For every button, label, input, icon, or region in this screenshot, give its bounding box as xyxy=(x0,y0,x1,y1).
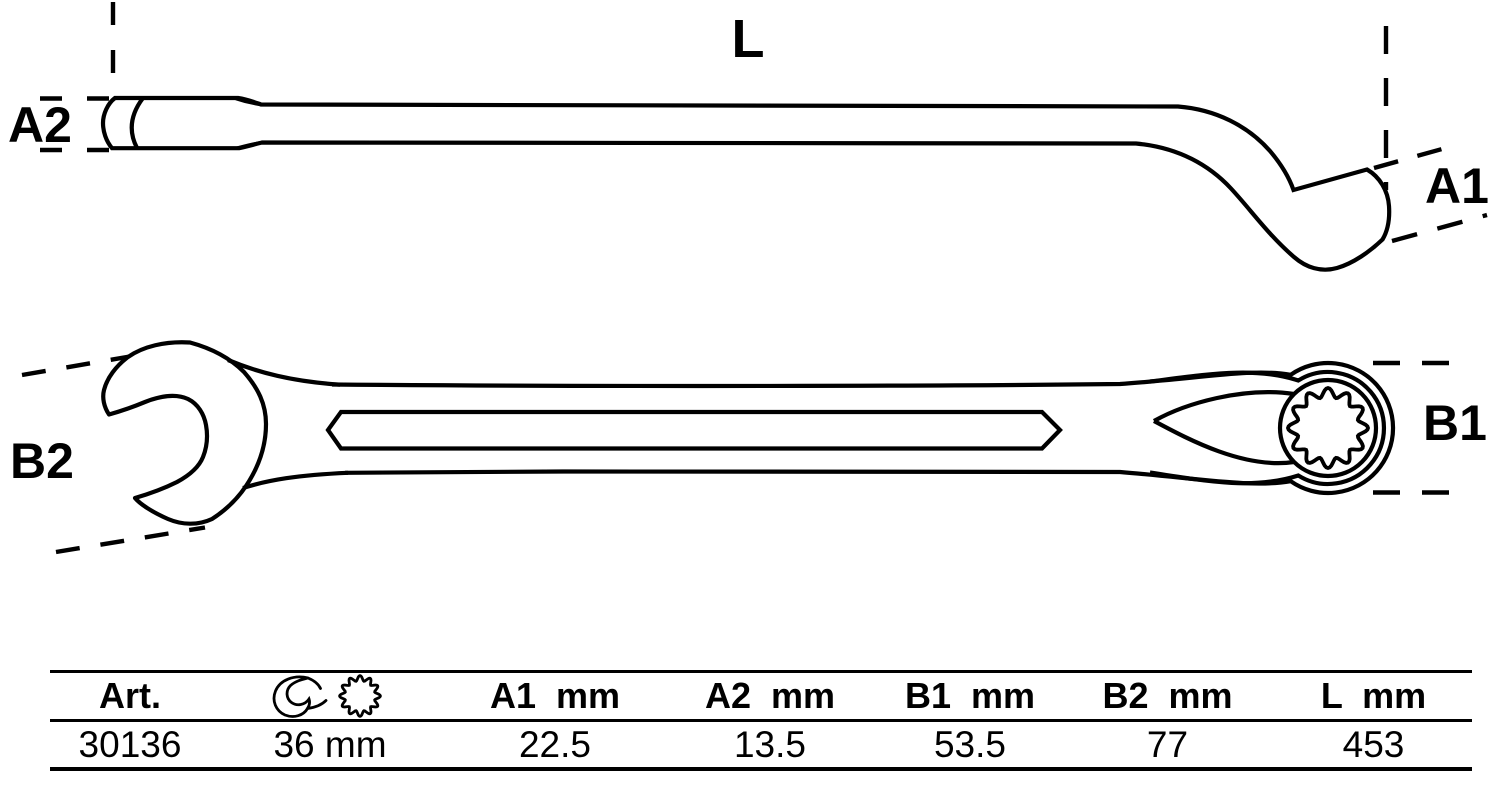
label-a1: A1 xyxy=(1425,158,1489,214)
header-b1: B1 mm xyxy=(904,675,1036,716)
spec-table-data-row: 30136 36 mm 22.5 13.5 53.5 77 453 xyxy=(50,722,1472,767)
wrench-spec-sheet: { "diagram": { "labels": { "length": "L"… xyxy=(8,2,1489,771)
header-l: L mm xyxy=(1320,675,1427,716)
value-b1: 53.5 xyxy=(933,724,1006,765)
plan-handle-slot xyxy=(325,409,1063,451)
header-a2: A2 mm xyxy=(704,675,836,716)
side-view-jaw-lip-top xyxy=(235,96,262,107)
value-art: 30136 xyxy=(78,724,182,765)
value-a1: 22.5 xyxy=(518,724,591,765)
dimension-labels: L A2 A1 B2 B1 xyxy=(8,9,1489,489)
a1-dim-line-bottom xyxy=(1391,212,1488,244)
value-b2: 77 xyxy=(1146,724,1189,765)
plan-ring-second-wrap xyxy=(1149,369,1386,487)
header-a1: A1 mm xyxy=(489,675,621,716)
open-end-wrench-icon xyxy=(272,674,382,718)
spec-table: Art. A1 mm A2 mm B1 mm B2 mm L mm 30136 … xyxy=(50,670,1472,771)
label-length: L xyxy=(732,9,765,69)
value-size: 36 mm xyxy=(273,724,387,765)
side-view-jaw-face-arc xyxy=(129,96,145,149)
plan-ring-inner-circle xyxy=(1277,377,1379,479)
plan-shaft-and-ring-outer xyxy=(331,360,1396,496)
plan-ring-12-point-profile xyxy=(1285,385,1371,471)
header-b2: B2 mm xyxy=(1102,675,1233,716)
b2-dim-line-bottom xyxy=(55,525,206,555)
side-view-jaw-lip-bottom xyxy=(236,140,263,150)
plan-neck-fillet-bottom xyxy=(242,470,349,491)
label-b2: B2 xyxy=(10,433,74,489)
value-l: 453 xyxy=(1342,724,1405,765)
dimension-lines xyxy=(21,2,1488,555)
plan-neck-fillet-top xyxy=(227,358,341,387)
plan-ring-teardrop xyxy=(1152,390,1295,466)
wrench-technical-drawing: L A2 A1 B2 B1 xyxy=(8,2,1489,555)
header-art: Art. xyxy=(99,675,161,716)
header-size-icons xyxy=(210,581,450,811)
label-a2: A2 xyxy=(8,97,72,153)
plan-open-end-head xyxy=(101,340,269,526)
plan-view xyxy=(101,340,1396,526)
spec-table-header-row: Art. A1 mm A2 mm B1 mm B2 mm L mm xyxy=(50,673,1472,722)
label-b1: B1 xyxy=(1423,395,1487,451)
side-view xyxy=(100,95,1392,272)
twelve-point-ring-icon xyxy=(338,674,382,718)
a1-dim-line-top xyxy=(1373,141,1461,171)
b2-dim-line-top xyxy=(21,348,163,378)
value-a2: 13.5 xyxy=(733,724,806,765)
side-view-outline xyxy=(100,95,1392,272)
